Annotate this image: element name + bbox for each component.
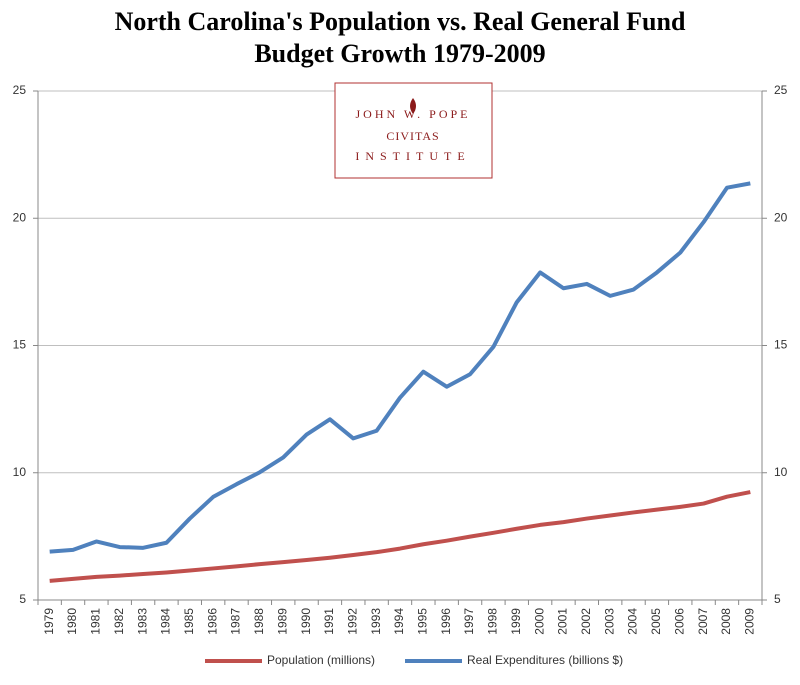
x-tick-label: 1984 bbox=[159, 608, 173, 635]
y-tick-label: 20 bbox=[13, 210, 27, 224]
x-tick-label: 1993 bbox=[369, 608, 383, 635]
x-tick-label: 2006 bbox=[672, 608, 686, 635]
logo-bottom: INSTITUTE bbox=[355, 149, 470, 163]
x-tick-label: 1979 bbox=[42, 608, 56, 635]
chart-title: North Carolina's Population vs. Real Gen… bbox=[115, 7, 686, 36]
x-tick-label: 1996 bbox=[439, 608, 453, 635]
chart-title: Budget Growth 1979-2009 bbox=[254, 39, 545, 68]
y-tick-label: 5 bbox=[19, 592, 26, 606]
y2-tick-label: 20 bbox=[774, 210, 788, 224]
series-line bbox=[49, 181, 751, 554]
x-tick-label: 2000 bbox=[532, 608, 546, 635]
x-tick-label: 2003 bbox=[602, 608, 616, 635]
x-tick-label: 1982 bbox=[112, 608, 126, 635]
x-tick-label: 1995 bbox=[416, 608, 430, 635]
x-tick-label: 2008 bbox=[719, 608, 733, 635]
x-tick-label: 1986 bbox=[205, 608, 219, 635]
y2-tick-label: 15 bbox=[774, 338, 788, 352]
logo-main: CIVITAS bbox=[386, 129, 439, 143]
x-tick-label: 2004 bbox=[626, 608, 640, 635]
x-tick-label: 1992 bbox=[345, 608, 359, 635]
y-tick-label: 10 bbox=[13, 465, 27, 479]
x-tick-label: 1998 bbox=[486, 608, 500, 635]
y2-tick-label: 5 bbox=[774, 592, 781, 606]
legend-label: Population (millions) bbox=[267, 653, 375, 667]
x-tick-label: 2009 bbox=[742, 608, 756, 635]
x-tick-label: 1985 bbox=[182, 608, 196, 635]
x-tick-label: 1997 bbox=[462, 608, 476, 635]
x-tick-label: 1990 bbox=[299, 608, 313, 635]
logo-flame bbox=[410, 98, 416, 114]
x-tick-label: 1983 bbox=[135, 608, 149, 635]
x-tick-label: 2001 bbox=[556, 608, 570, 635]
x-tick-label: 2007 bbox=[696, 608, 710, 635]
x-tick-label: 1980 bbox=[65, 608, 79, 635]
legend-label: Real Expenditures (billions $) bbox=[467, 653, 623, 667]
x-tick-label: 2002 bbox=[579, 608, 593, 635]
x-tick-label: 1994 bbox=[392, 608, 406, 635]
x-tick-label: 1999 bbox=[509, 608, 523, 635]
y2-tick-label: 10 bbox=[774, 465, 788, 479]
x-tick-label: 1988 bbox=[252, 608, 266, 635]
y-tick-label: 15 bbox=[13, 338, 27, 352]
y2-tick-label: 25 bbox=[774, 83, 788, 97]
x-tick-label: 1981 bbox=[89, 608, 103, 635]
x-tick-label: 2005 bbox=[649, 608, 663, 635]
x-tick-label: 1991 bbox=[322, 608, 336, 635]
y-tick-label: 25 bbox=[13, 83, 27, 97]
x-tick-label: 1987 bbox=[229, 608, 243, 635]
x-tick-label: 1989 bbox=[275, 608, 289, 635]
logo-top: JOHN W. POPE bbox=[355, 107, 470, 121]
series-line bbox=[49, 490, 751, 583]
